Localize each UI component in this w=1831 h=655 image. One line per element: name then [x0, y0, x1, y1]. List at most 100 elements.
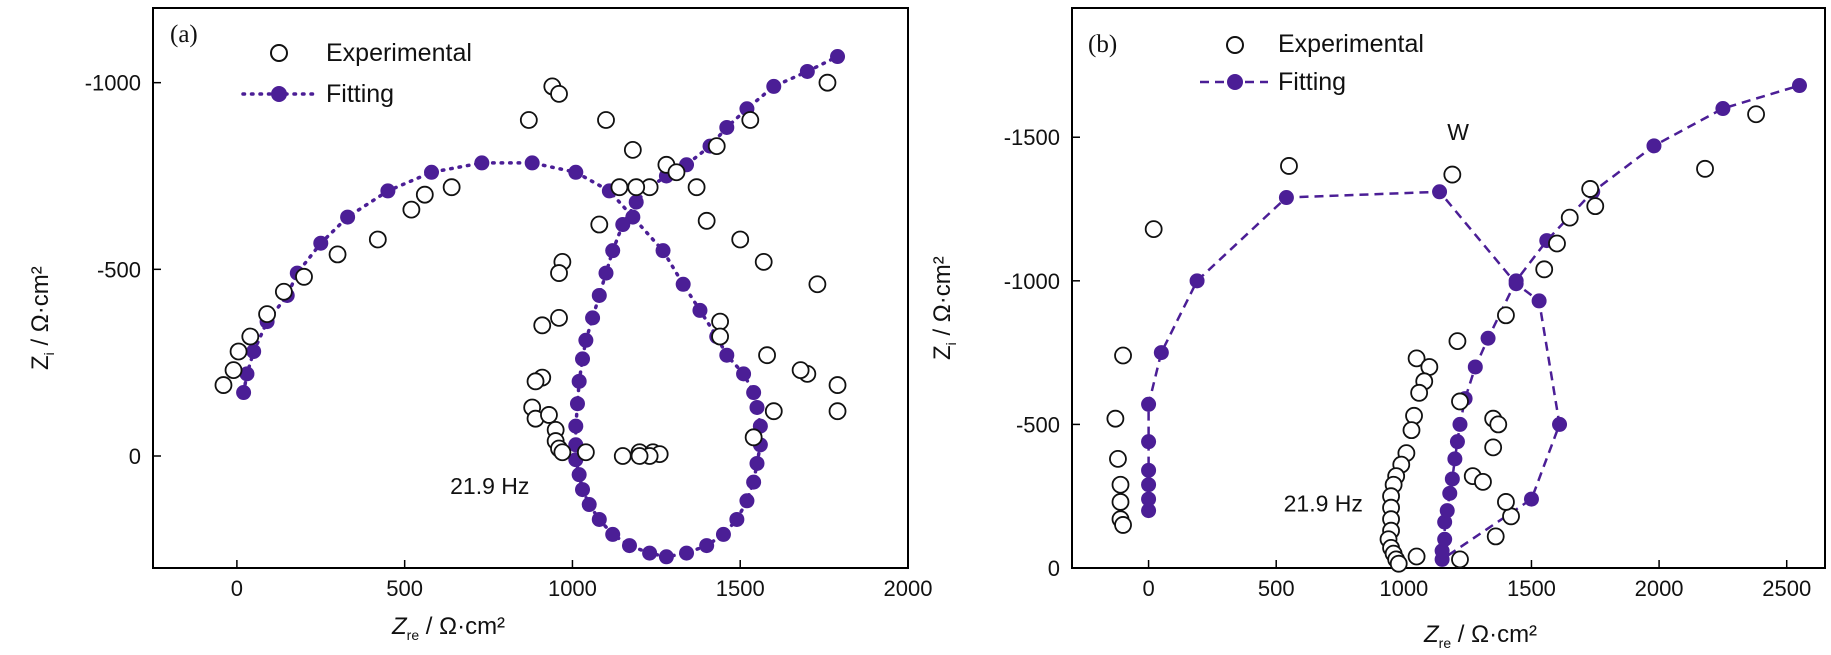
- experimental-point: [764, 402, 783, 421]
- fitting-point: [591, 511, 607, 527]
- fitting-point: [236, 385, 252, 401]
- experimental-point: [1448, 332, 1467, 351]
- experimental-point: [550, 308, 568, 327]
- y-tick-label: -1500: [1004, 125, 1060, 150]
- fitting-point: [1646, 138, 1662, 154]
- fitting-point: [571, 373, 587, 389]
- experimental-point: [791, 361, 810, 380]
- fitting-point: [568, 418, 584, 434]
- fitting-point: [642, 545, 658, 561]
- plot-frame-b: [1071, 7, 1826, 569]
- fitting-point: [605, 526, 621, 542]
- fitting-point: [658, 549, 674, 565]
- y-tick-label: -500: [97, 257, 141, 282]
- panel-label-a: (a): [170, 21, 198, 48]
- fitting-point: [1141, 462, 1157, 478]
- experimental-point: [590, 215, 609, 234]
- fitting-point: [621, 538, 637, 554]
- x-tick-label: 2000: [884, 576, 933, 601]
- experimental-point: [1581, 180, 1600, 198]
- fitting-point: [766, 78, 782, 94]
- experimental-point: [241, 327, 260, 346]
- y-tick-label: -500: [1016, 412, 1060, 437]
- experimental-point: [1407, 547, 1426, 566]
- fitting-point: [699, 538, 715, 554]
- fitting-point: [1508, 273, 1524, 289]
- legend-experimental-label-a: Experimental: [326, 39, 472, 67]
- experimental-point: [1402, 421, 1421, 440]
- fitting-point: [1278, 190, 1294, 206]
- fitting-point: [575, 482, 591, 498]
- experimental-point: [1474, 472, 1492, 491]
- experimental-point: [1144, 220, 1163, 239]
- fitting-point: [739, 493, 755, 509]
- experimental-point: [295, 267, 313, 286]
- experimental-point: [613, 447, 632, 465]
- experimental-point: [1747, 105, 1765, 124]
- experimental-point: [1560, 208, 1579, 227]
- experimental-point: [1111, 493, 1130, 511]
- panel-a: 0 500 1000 1500 2000 0 -500 -1000 (a) Experimen…: [27, 7, 933, 643]
- fitting-point: [1432, 184, 1448, 200]
- fitting-point: [746, 385, 762, 401]
- fitting-point: [569, 396, 585, 412]
- fitting-point: [340, 209, 356, 225]
- experimental-point: [623, 140, 642, 159]
- annotation-frequency-b: 21.9 Hz: [1284, 490, 1363, 516]
- fitting-point: [749, 455, 765, 471]
- panel-label-b: (b): [1088, 31, 1117, 58]
- experimental-point: [229, 342, 248, 361]
- annotation-frequency-a: 21.9 Hz: [450, 473, 529, 499]
- experimental-point: [1410, 383, 1429, 402]
- fitting-point: [1480, 330, 1496, 346]
- legend-experimental-marker-b: [1226, 36, 1244, 54]
- experimental-point: [731, 230, 750, 249]
- experimental-point: [553, 443, 572, 462]
- fitting-point: [591, 287, 607, 303]
- experimental-point: [550, 264, 568, 282]
- fitting-point: [628, 194, 644, 210]
- x-tick-label: 1000: [548, 576, 597, 601]
- experimental-series-b: [1106, 105, 1765, 573]
- fitting-point: [715, 526, 731, 542]
- fitting-point: [1141, 477, 1157, 493]
- fitting-point: [581, 497, 597, 513]
- experimental-point: [224, 361, 243, 380]
- experimental-point: [1407, 349, 1426, 368]
- experimental-point: [1696, 159, 1714, 178]
- fitting-series-b: [1141, 78, 1807, 567]
- fitting-point: [1153, 345, 1169, 361]
- x-tick-label: 2000: [1635, 576, 1684, 601]
- experimental-point: [707, 137, 726, 156]
- experimental-point: [1111, 475, 1130, 494]
- plot-frame-a: [152, 7, 909, 569]
- legend-a: Experimental Fitting: [241, 39, 472, 108]
- experimental-point: [687, 178, 706, 197]
- experimental-point: [697, 211, 716, 230]
- fitting-point: [524, 155, 540, 171]
- x-axis-label-a: Zre / Ω·cm²: [391, 613, 505, 643]
- experimental-point: [1109, 449, 1127, 468]
- fitting-point: [749, 399, 765, 415]
- experimental-point: [1405, 406, 1423, 425]
- fitting-point: [679, 545, 695, 561]
- fitting-point: [1449, 434, 1465, 450]
- fitting-point: [830, 49, 846, 65]
- x-tick-label: 500: [386, 576, 423, 601]
- legend-experimental-marker-a: [270, 44, 288, 62]
- experimental-point: [368, 230, 387, 249]
- y-axis-label-a: Zi / Ω·cm²: [27, 266, 57, 370]
- experimental-point: [1280, 157, 1298, 175]
- fitting-point: [1141, 434, 1157, 450]
- experimental-point: [627, 178, 646, 197]
- ticks-b: 0 500 1000 1500 2000 2500 0 -500 -1000 -1500: [1004, 125, 1811, 601]
- fitting-point: [575, 351, 591, 367]
- x-tick-label: 1500: [716, 576, 765, 601]
- x-tick-label: 2500: [1762, 576, 1811, 601]
- fitting-point: [598, 265, 614, 281]
- experimental-point: [1451, 392, 1469, 411]
- fitting-point: [380, 183, 396, 199]
- experimental-point: [758, 346, 776, 365]
